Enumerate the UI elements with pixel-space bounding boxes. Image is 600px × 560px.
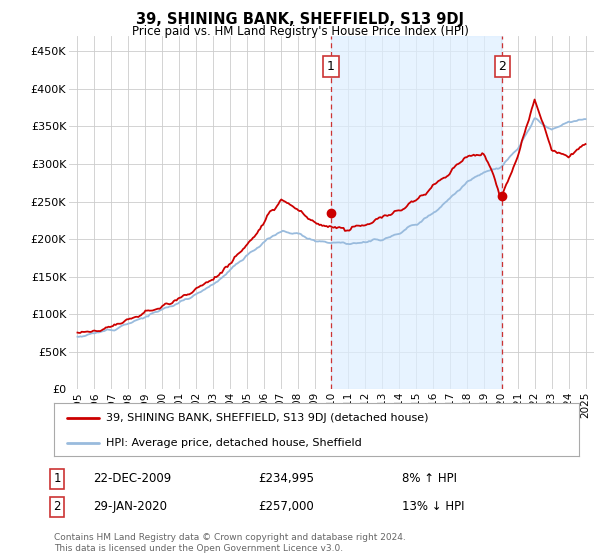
Text: 2: 2 bbox=[498, 60, 506, 73]
Text: HPI: Average price, detached house, Sheffield: HPI: Average price, detached house, Shef… bbox=[107, 437, 362, 447]
Text: 39, SHINING BANK, SHEFFIELD, S13 9DJ: 39, SHINING BANK, SHEFFIELD, S13 9DJ bbox=[136, 12, 464, 27]
Text: 39, SHINING BANK, SHEFFIELD, S13 9DJ (detached house): 39, SHINING BANK, SHEFFIELD, S13 9DJ (de… bbox=[107, 413, 429, 423]
Text: 1: 1 bbox=[53, 472, 61, 486]
Text: 13% ↓ HPI: 13% ↓ HPI bbox=[402, 500, 464, 514]
Text: 22-DEC-2009: 22-DEC-2009 bbox=[93, 472, 171, 486]
Text: 2: 2 bbox=[53, 500, 61, 514]
Text: £257,000: £257,000 bbox=[258, 500, 314, 514]
Text: 1: 1 bbox=[327, 60, 335, 73]
Text: Price paid vs. HM Land Registry's House Price Index (HPI): Price paid vs. HM Land Registry's House … bbox=[131, 25, 469, 38]
Bar bbox=[331, 36, 502, 389]
Text: 29-JAN-2020: 29-JAN-2020 bbox=[93, 500, 167, 514]
Text: 8% ↑ HPI: 8% ↑ HPI bbox=[402, 472, 457, 486]
Text: Contains HM Land Registry data © Crown copyright and database right 2024.
This d: Contains HM Land Registry data © Crown c… bbox=[54, 533, 406, 553]
Text: £234,995: £234,995 bbox=[258, 472, 314, 486]
